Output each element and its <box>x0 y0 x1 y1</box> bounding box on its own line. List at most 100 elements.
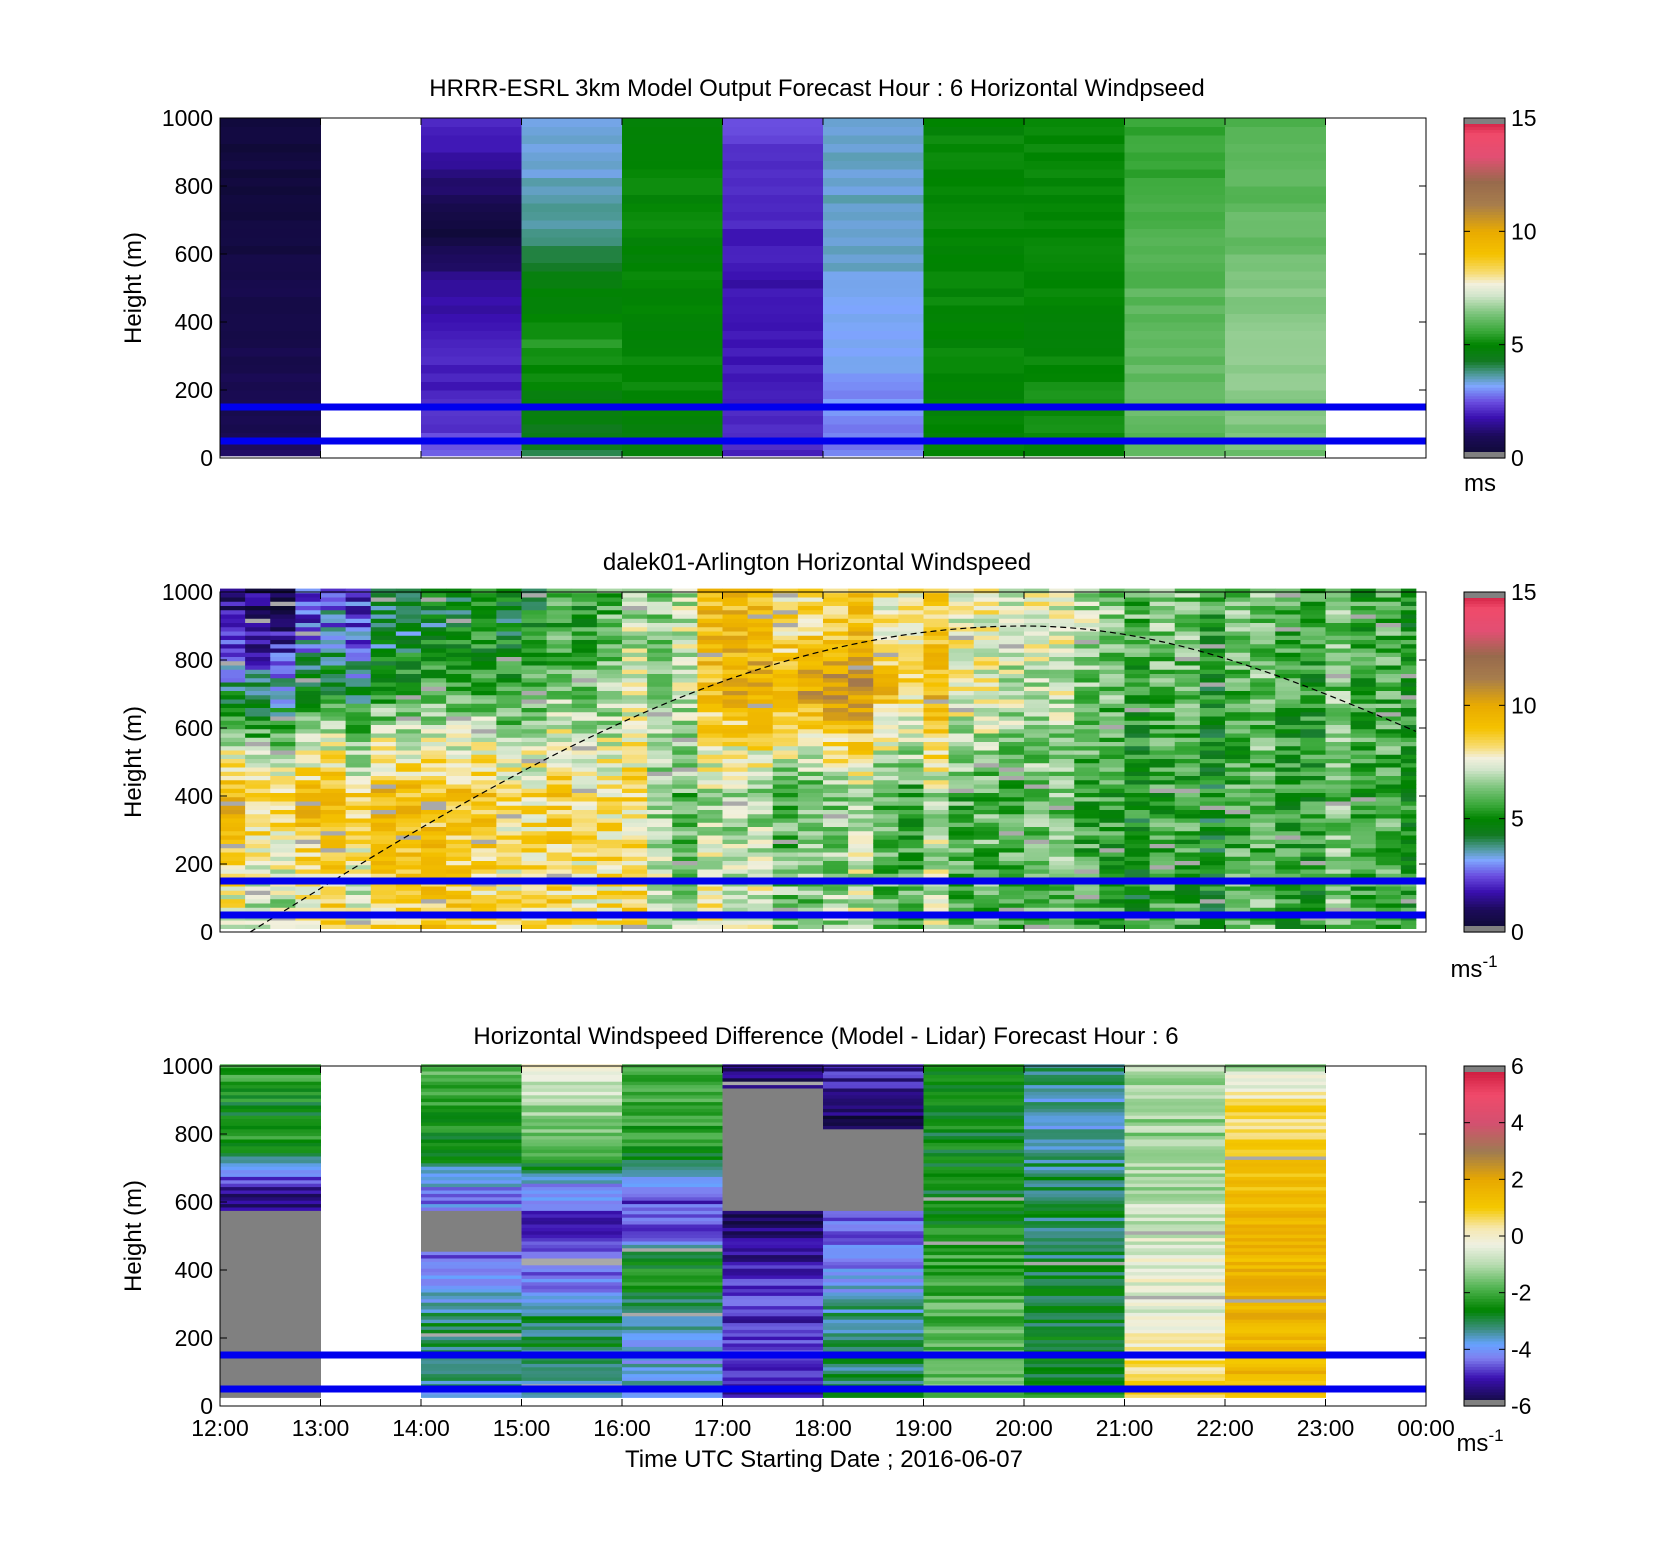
lidar-cell <box>521 779 548 785</box>
lidar-cell <box>1099 703 1125 708</box>
lidar-cell <box>647 639 673 645</box>
lidar-cell <box>797 754 824 759</box>
lidar-cell <box>1049 869 1075 874</box>
lidar-cell <box>1325 788 1352 793</box>
lidar-cell <box>1250 864 1276 870</box>
lidar-cell <box>295 754 321 759</box>
model-cell <box>923 254 1025 263</box>
lidar-cell <box>446 690 472 696</box>
lidar-cell <box>1099 639 1125 645</box>
lidar-cell <box>672 733 698 738</box>
lidar-cell <box>1199 847 1226 853</box>
lidar-cell <box>1049 682 1075 687</box>
lidar-cell <box>647 614 673 619</box>
lidar-cell <box>973 605 1000 611</box>
lidar-cell <box>622 869 648 874</box>
difference-cell <box>521 1081 623 1086</box>
lidar-cell <box>471 873 497 878</box>
lidar-cell <box>797 847 824 853</box>
lidar-cell <box>496 860 522 866</box>
lidar-cell <box>1074 852 1100 857</box>
lidar-cell <box>973 677 1000 683</box>
lidar-cell <box>421 779 447 785</box>
lidar-cell <box>1099 635 1125 640</box>
lidar-cell <box>873 745 899 751</box>
colorbar-swatch <box>1464 849 1505 854</box>
lidar-cell <box>898 648 924 653</box>
lidar-cell <box>220 864 246 870</box>
lidar-cell <box>320 597 347 602</box>
lidar-cell <box>395 716 422 721</box>
lidar-cell <box>898 741 924 747</box>
lidar-cell <box>998 894 1025 900</box>
lidar-cell <box>722 601 749 606</box>
model-cell <box>1225 160 1326 170</box>
difference-cell <box>421 1207 522 1211</box>
lidar-cell <box>546 771 573 776</box>
lidar-cell <box>1199 631 1226 636</box>
lidar-cell <box>1124 826 1151 832</box>
difference-cell <box>622 1183 723 1188</box>
lidar-cell <box>697 924 723 929</box>
lidar-cell <box>772 601 799 606</box>
lidar-cell <box>697 784 723 789</box>
lidar-cell <box>1099 886 1125 891</box>
lidar-cell <box>270 639 296 645</box>
lidar-cell <box>245 626 271 632</box>
lidar-cell <box>1350 635 1377 640</box>
lidar-cell <box>672 588 698 594</box>
lidar-cell <box>848 869 874 874</box>
lidar-cell <box>395 724 422 730</box>
lidar-cell <box>370 750 397 755</box>
lidar-cell <box>973 622 1000 628</box>
lidar-cell <box>797 796 824 802</box>
lidar-cell <box>1024 728 1050 734</box>
lidar-cell <box>270 835 296 840</box>
lidar-cell <box>672 813 698 819</box>
lidar-cell <box>446 609 472 615</box>
lidar-cell <box>245 801 271 806</box>
model-cell <box>1225 262 1326 272</box>
lidar-cell <box>1149 677 1176 683</box>
lidar-cell <box>295 618 321 623</box>
lidar-cell <box>496 609 522 615</box>
lidar-cell <box>596 826 623 832</box>
model-cell <box>722 177 824 187</box>
model-cell <box>1225 152 1326 161</box>
lidar-cell <box>320 614 347 619</box>
lidar-cell <box>270 699 296 704</box>
lidar-cell <box>772 703 799 708</box>
model-cell <box>1024 118 1125 127</box>
difference-cell <box>622 1210 723 1215</box>
lidar-cell <box>295 609 321 615</box>
lidar-cell <box>797 818 824 823</box>
lidar-cell <box>873 656 899 662</box>
model-cell <box>1124 169 1226 178</box>
lidar-cell <box>873 605 899 611</box>
lidar-cell <box>1400 843 1417 849</box>
lidar-cell <box>1049 720 1075 725</box>
colorbar-swatch <box>1464 137 1505 142</box>
lidar-cell <box>848 656 874 662</box>
lidar-cell <box>1199 873 1226 878</box>
lidar-cell <box>873 694 899 700</box>
model-cell <box>521 126 623 136</box>
lidar-cell <box>973 864 1000 870</box>
colorbar-swatch <box>1464 390 1505 394</box>
difference-cell <box>622 1312 723 1317</box>
lidar-cell <box>471 801 497 806</box>
lidar-cell <box>1250 724 1276 730</box>
colorbar-swatch <box>1464 597 1505 602</box>
model-cell <box>722 288 824 297</box>
lidar-cell <box>948 597 975 602</box>
lidar-cell <box>823 707 849 713</box>
lidar-cell <box>1049 835 1075 840</box>
model-cell <box>1124 126 1226 136</box>
lidar-cell <box>1074 737 1100 742</box>
lidar-cell <box>270 864 296 870</box>
lidar-cell <box>471 673 497 679</box>
model-cell <box>1124 424 1226 433</box>
lidar-cell <box>1024 592 1050 598</box>
lidar-cell <box>270 724 296 730</box>
lidar-cell <box>1325 622 1352 628</box>
